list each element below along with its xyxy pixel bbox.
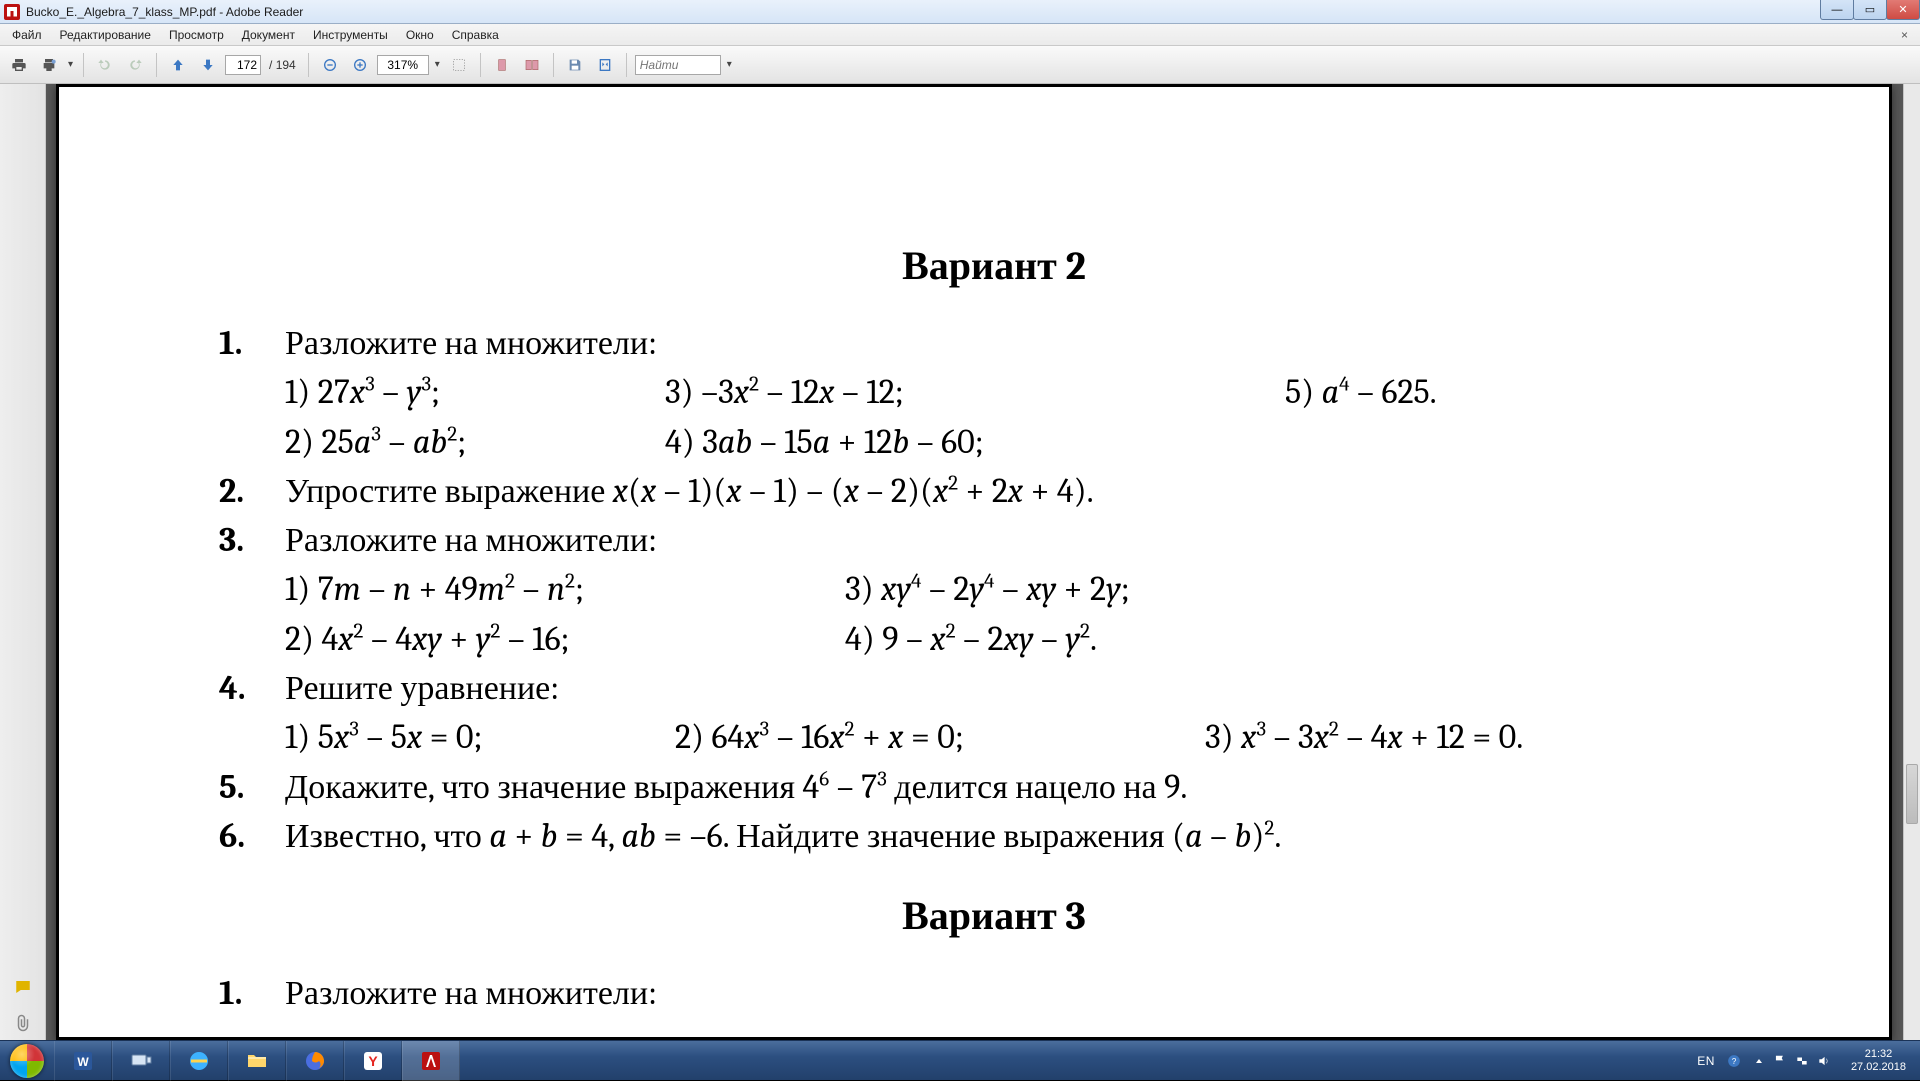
title-bar: Bucko_E._Algebra_7_klass_MP.pdf - Adobe … [0,0,1920,24]
svg-text:Y: Y [368,1053,378,1069]
pdf-page: Вариант 2 1. Разложите на множители: 1) … [56,84,1892,1040]
menu-document[interactable]: Документ [234,26,303,44]
page-number-input[interactable] [225,55,261,75]
q4-number: 4. [219,664,285,763]
taskbar-yandex-icon[interactable]: Y [344,1041,402,1081]
fit-page-button[interactable] [592,52,618,78]
variant-2-title: Вариант 2 [219,237,1769,295]
q3-stem: Разложите на множители: [285,516,1769,565]
menu-bar: Файл Редактирование Просмотр Документ Ин… [0,24,1920,46]
page-up-button[interactable] [165,52,191,78]
menu-help[interactable]: Справка [444,26,507,44]
volume-icon[interactable] [1817,1054,1831,1068]
system-tray: EN ? 21:32 27.02.2018 [1691,1041,1920,1081]
zoom-input[interactable] [377,55,429,75]
window-controls: — ▭ ✕ [1821,0,1920,20]
taskbar-ie-icon[interactable] [170,1041,228,1081]
printer-settings-button[interactable] [36,52,62,78]
q1-stem: Разложите на множители: [285,319,1769,368]
vertical-scrollbar[interactable] [1903,84,1920,1040]
menu-file[interactable]: Файл [4,26,50,44]
toolbar: ▾ / 194 ▾ ▾ [0,46,1920,84]
taskbar-projector-icon[interactable] [112,1041,170,1081]
menu-tools[interactable]: Инструменты [305,26,396,44]
page-down-button[interactable] [195,52,221,78]
variant-3-title: Вариант 3 [219,887,1769,945]
taskbar-word-icon[interactable]: W [54,1041,112,1081]
q6-number: 6. [219,812,285,861]
zoom-dropdown-icon[interactable]: ▾ [433,59,442,70]
v3-q1-number: 1. [219,969,285,1018]
marquee-zoom-button[interactable] [446,52,472,78]
q4-stem: Решите уравнение: [285,664,1769,713]
close-button[interactable]: ✕ [1886,0,1920,20]
q5-number: 5. [219,763,285,812]
page-total-label: / 194 [265,58,300,72]
network-icon[interactable] [1795,1054,1809,1068]
clock-date: 27.02.2018 [1851,1061,1906,1073]
single-page-button[interactable] [489,52,515,78]
zoom-in-button[interactable] [347,52,373,78]
redo-button[interactable] [122,52,148,78]
maximize-button[interactable]: ▭ [1853,0,1887,20]
taskbar-adobe-icon[interactable] [402,1041,460,1081]
side-panel [0,84,46,1040]
comment-icon[interactable] [13,978,33,996]
document-close-icon[interactable]: × [1893,28,1916,42]
attachment-icon[interactable] [13,1014,33,1032]
window-title: Bucko_E._Algebra_7_klass_MP.pdf - Adobe … [26,5,303,19]
save-button[interactable] [562,52,588,78]
svg-text:W: W [77,1055,89,1069]
taskbar: W Y EN ? 21:32 27.02.2018 [0,1040,1920,1080]
taskbar-explorer-icon[interactable] [228,1041,286,1081]
page-content: Вариант 2 1. Разложите на множители: 1) … [219,237,1769,1019]
q3-number: 3. [219,516,285,664]
print-button[interactable] [6,52,32,78]
help-icon[interactable]: ? [1727,1054,1741,1068]
search-input[interactable] [635,55,721,75]
taskbar-firefox-icon[interactable] [286,1041,344,1081]
tray-up-icon[interactable] [1753,1055,1765,1067]
menu-edit[interactable]: Редактирование [52,26,159,44]
minimize-button[interactable]: — [1820,0,1854,20]
clock-time: 21:32 [1851,1048,1906,1060]
start-button[interactable] [0,1041,54,1081]
flag-icon[interactable] [1773,1054,1787,1068]
svg-text:?: ? [1732,1056,1737,1065]
q2-number: 2. [219,467,285,516]
dropdown-icon[interactable]: ▾ [66,59,75,70]
search-dropdown-icon[interactable]: ▾ [725,59,734,70]
workspace: Вариант 2 1. Разложите на множители: 1) … [0,84,1920,1040]
menu-window[interactable]: Окно [398,26,442,44]
app-icon [4,4,20,20]
zoom-out-button[interactable] [317,52,343,78]
undo-button[interactable] [92,52,118,78]
scrollbar-thumb[interactable] [1906,764,1918,824]
two-page-button[interactable] [519,52,545,78]
windows-orb-icon [10,1044,44,1078]
q1-number: 1. [219,319,285,467]
document-viewer[interactable]: Вариант 2 1. Разложите на множители: 1) … [46,84,1920,1040]
menu-view[interactable]: Просмотр [161,26,232,44]
v3-q1-stem: Разложите на множители: [285,969,1769,1018]
clock[interactable]: 21:32 27.02.2018 [1843,1048,1914,1072]
language-indicator[interactable]: EN [1697,1054,1715,1068]
